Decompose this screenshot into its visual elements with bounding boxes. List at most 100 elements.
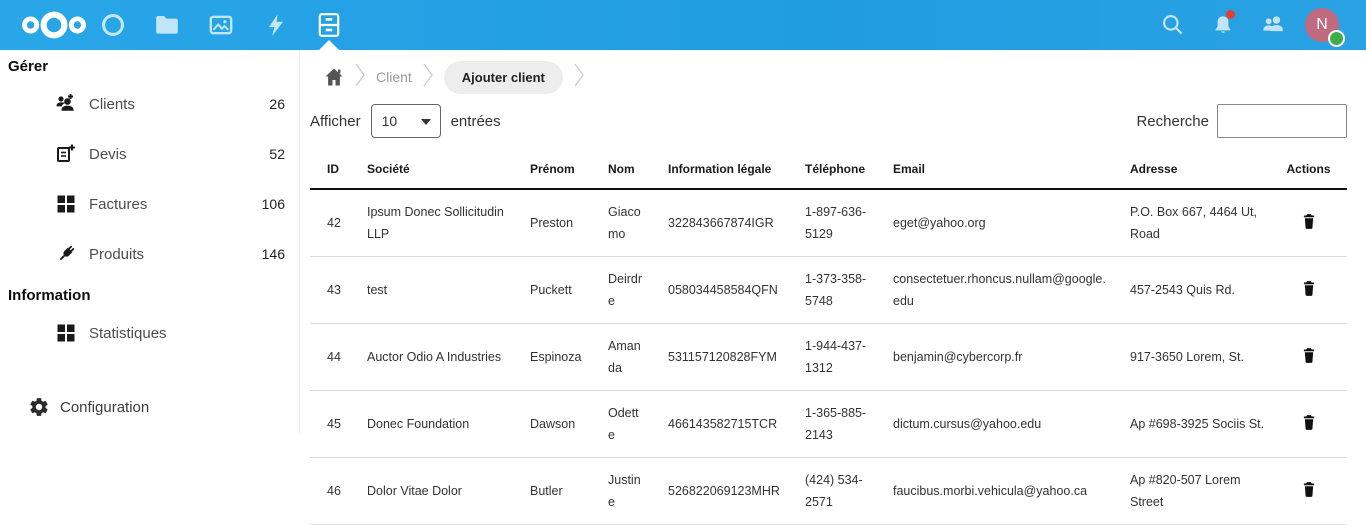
delete-client-button[interactable] — [1299, 210, 1319, 235]
cell-adresse: 917-3650 Lorem, St. — [1113, 323, 1276, 391]
entries-suffix-label: entrées — [450, 112, 501, 130]
cell-email: eget@yahoo.org — [876, 189, 1113, 257]
trash-icon — [1301, 414, 1317, 434]
notification-badge — [1226, 10, 1235, 19]
avatar-letter: N — [1316, 16, 1328, 33]
cell-information-legale: 466143582715TCR — [651, 390, 788, 458]
cell-information-legale: 322843667874IGR — [651, 189, 788, 257]
activity-icon[interactable] — [263, 12, 289, 38]
table-header-row: ID Société Prénom Nom Information légale… — [310, 150, 1347, 190]
cell-telephone: 1-897-636-5129 — [788, 189, 876, 257]
sidebar-item-label: Clients — [89, 95, 135, 113]
search-icon[interactable] — [1160, 12, 1186, 38]
photos-icon[interactable] — [208, 12, 234, 38]
cell-prenom: Preston — [513, 189, 591, 257]
clients-table: ID Société Prénom Nom Information légale… — [310, 150, 1347, 525]
cell-telephone: (424) 534-2571 — [788, 457, 876, 525]
cell-adresse: P.O. Box 667, 4464 Ut, Road — [1113, 189, 1276, 257]
entries-per-page-select[interactable]: 10 — [370, 104, 441, 138]
table-toolbar: Afficher 10 entrées Recherche — [300, 104, 1366, 138]
notifications-bell-icon[interactable] — [1210, 10, 1236, 38]
contacts-icon[interactable] — [1260, 12, 1286, 38]
cell-societe: test — [350, 256, 513, 324]
cell-information-legale: 531157120828FYM — [651, 323, 788, 391]
nextcloud-logo[interactable] — [18, 8, 90, 47]
show-entries-label: Afficher — [310, 112, 361, 130]
grid-icon — [55, 193, 77, 215]
breadcrumb-chevron-icon — [422, 61, 434, 94]
top-header-bar: N — [0, 0, 1366, 50]
delete-client-button[interactable] — [1299, 344, 1319, 369]
sidebar-section-information: Information — [8, 287, 91, 304]
sidebar-item-devis[interactable]: Devis 52 — [0, 129, 299, 179]
users-icon — [55, 93, 77, 115]
cell-adresse: Ap #698-3925 Sociis St. — [1113, 390, 1276, 458]
dashboard-icon[interactable] — [100, 12, 126, 38]
sidebar-item-produits[interactable]: Produits 146 — [0, 229, 299, 279]
online-status-dot — [1328, 30, 1345, 47]
breadcrumb: Client Ajouter client — [300, 50, 1366, 94]
sidebar-item-statistiques[interactable]: Statistiques — [0, 308, 299, 358]
cell-id: 45 — [310, 390, 350, 458]
sidebar-item-count: 26 — [269, 96, 285, 112]
table-row: 44 Auctor Odio A Industries Espinoza Ama… — [310, 323, 1347, 391]
table-row: 46 Dolor Vitae Dolor Butler Justine 5268… — [310, 457, 1347, 525]
cell-prenom: Dawson — [513, 390, 591, 458]
main-content: Client Ajouter client Afficher 10 entrée… — [300, 50, 1366, 525]
document-add-icon — [55, 143, 77, 165]
sidebar-item-factures[interactable]: Factures 106 — [0, 179, 299, 229]
trash-icon — [1301, 213, 1317, 233]
col-header-email[interactable]: Email — [876, 150, 1113, 190]
sidebar-section-gerer: Gérer — [8, 58, 49, 75]
cell-id: 44 — [310, 323, 350, 391]
cell-email: faucibus.morbi.vehicula@yahoo.ca — [876, 457, 1113, 525]
sidebar-footer-label: Configuration — [60, 398, 150, 416]
delete-client-button[interactable] — [1299, 277, 1319, 302]
col-header-telephone[interactable]: Téléphone — [788, 150, 876, 190]
cell-prenom: Espinoza — [513, 323, 591, 391]
delete-client-button[interactable] — [1299, 478, 1319, 503]
breadcrumb-item-ajouter-client-active[interactable]: Ajouter client — [443, 60, 563, 94]
user-avatar[interactable]: N — [1305, 8, 1345, 47]
trash-icon — [1301, 481, 1317, 501]
cell-telephone: 1-365-885-2143 — [788, 390, 876, 458]
cell-id: 46 — [310, 457, 350, 525]
chevron-down-icon — [420, 119, 431, 125]
cell-id: 42 — [310, 189, 350, 257]
col-header-nom[interactable]: Nom — [591, 150, 651, 190]
cell-email: benjamin@cybercorp.fr — [876, 323, 1113, 391]
sidebar-item-count: 52 — [269, 146, 285, 162]
sidebar-item-configuration[interactable]: Configuration — [0, 387, 299, 427]
col-header-prenom[interactable]: Prénom — [513, 150, 591, 190]
files-folder-icon[interactable] — [154, 12, 180, 38]
col-header-adresse[interactable]: Adresse — [1113, 150, 1276, 190]
trash-icon — [1301, 280, 1317, 300]
cell-nom: Deirdre — [591, 256, 651, 324]
breadcrumb-chevron-icon — [573, 61, 585, 94]
sidebar-item-label: Factures — [89, 195, 148, 213]
delete-client-button[interactable] — [1299, 411, 1319, 436]
col-header-id[interactable]: ID — [310, 150, 350, 190]
search-input[interactable] — [1217, 104, 1347, 138]
cell-nom: Giacomo — [591, 189, 651, 257]
cell-telephone: 1-373-358-5748 — [788, 256, 876, 324]
cell-societe: Ipsum Donec Sollicitudin LLP — [350, 189, 513, 257]
sidebar-item-clients[interactable]: Clients 26 — [0, 79, 299, 129]
sidebar-item-label: Devis — [89, 145, 127, 163]
table-row: 45 Donec Foundation Dawson Odette 466143… — [310, 390, 1347, 458]
col-header-information-legale[interactable]: Information légale — [651, 150, 788, 190]
cell-information-legale: 058034458584QFN — [651, 256, 788, 324]
cell-societe: Dolor Vitae Dolor — [350, 457, 513, 525]
breadcrumb-chevron-icon — [354, 61, 366, 94]
table-row: 43 test Puckett Deirdre 058034458584QFN … — [310, 256, 1347, 324]
archive-app-icon-active[interactable] — [316, 12, 342, 38]
grid-icon — [55, 322, 77, 344]
home-icon[interactable] — [324, 67, 344, 87]
breadcrumb-item-client[interactable]: Client — [376, 69, 412, 85]
sidebar-item-count: 106 — [261, 196, 285, 212]
sidebar-item-label: Statistiques — [89, 324, 167, 342]
col-header-societe[interactable]: Société — [350, 150, 513, 190]
table-row: 42 Ipsum Donec Sollicitudin LLP Preston … — [310, 189, 1347, 257]
plug-icon — [55, 243, 77, 265]
col-header-actions: Actions — [1276, 150, 1347, 190]
